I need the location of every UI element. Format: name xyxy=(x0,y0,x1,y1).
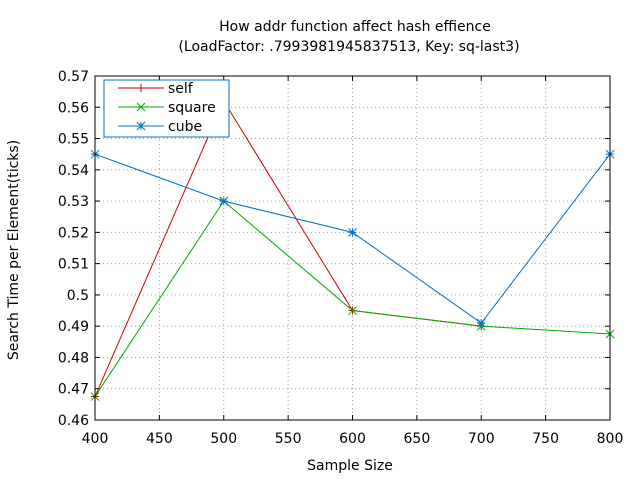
chart-subtitle: (LoadFactor: .7993981945837513, Key: sq-… xyxy=(178,39,519,55)
x-tick-label: 700 xyxy=(468,431,495,447)
y-tick-label: 0.49 xyxy=(58,319,89,335)
legend-label-square: square xyxy=(168,100,216,116)
x-axis-label: Sample Size xyxy=(307,458,393,474)
y-tick-label: 0.56 xyxy=(58,100,89,116)
x-tick-label: 450 xyxy=(146,431,173,447)
data-point-cube xyxy=(219,196,229,206)
y-tick-labels: 0.46 0.47 0.48 0.49 0.5 0.51 0.52 0.53 0.54 0.55 0… xyxy=(58,69,89,429)
x-tick-label: 600 xyxy=(339,431,366,447)
y-tick-label: 0.55 xyxy=(58,132,89,148)
y-tick-label: 0.46 xyxy=(58,413,89,429)
y-tick-label: 0.5 xyxy=(67,288,89,304)
legend-item-cube: cube xyxy=(118,119,202,135)
plot-frame xyxy=(94,75,611,421)
x-tick-label: 650 xyxy=(404,431,431,447)
legend-item-square: square xyxy=(118,100,216,116)
x-tick-labels: 400 450 500 550 600 650 700 750 800 xyxy=(82,431,624,447)
x-tick-label: 500 xyxy=(210,431,237,447)
y-axis-label: Search Time per Element(ticks) xyxy=(6,140,22,360)
y-tick-label: 0.54 xyxy=(58,163,89,179)
series-layer xyxy=(90,97,615,401)
series-line-cube xyxy=(94,153,611,324)
data-point-square xyxy=(348,306,357,315)
chart-title: How addr function affect hash effience xyxy=(219,19,491,35)
x-tick-label: 550 xyxy=(275,431,302,447)
legend-label-cube: cube xyxy=(168,119,202,135)
legend-marker-square xyxy=(136,102,146,112)
axis-ticks xyxy=(94,75,611,421)
legend-item-self: self xyxy=(118,81,194,97)
x-tick-label: 750 xyxy=(532,431,559,447)
series-square xyxy=(90,196,615,401)
y-tick-label: 0.47 xyxy=(58,382,89,398)
y-tick-label: 0.51 xyxy=(58,257,89,273)
y-tick-label: 0.57 xyxy=(58,69,89,85)
y-tick-label: 0.52 xyxy=(58,225,89,241)
legend-marker-cube xyxy=(136,121,146,131)
y-tick-label: 0.48 xyxy=(58,350,89,366)
legend-marker-self xyxy=(137,84,145,92)
legend-box xyxy=(103,79,230,138)
legend: self square cube xyxy=(103,79,230,138)
data-point-cube xyxy=(476,318,486,328)
x-tick-label: 800 xyxy=(597,431,624,447)
data-point-cube xyxy=(348,228,357,237)
y-tick-label: 0.53 xyxy=(58,194,89,210)
x-tick-label: 400 xyxy=(82,431,109,447)
legend-label-self: self xyxy=(168,81,194,97)
